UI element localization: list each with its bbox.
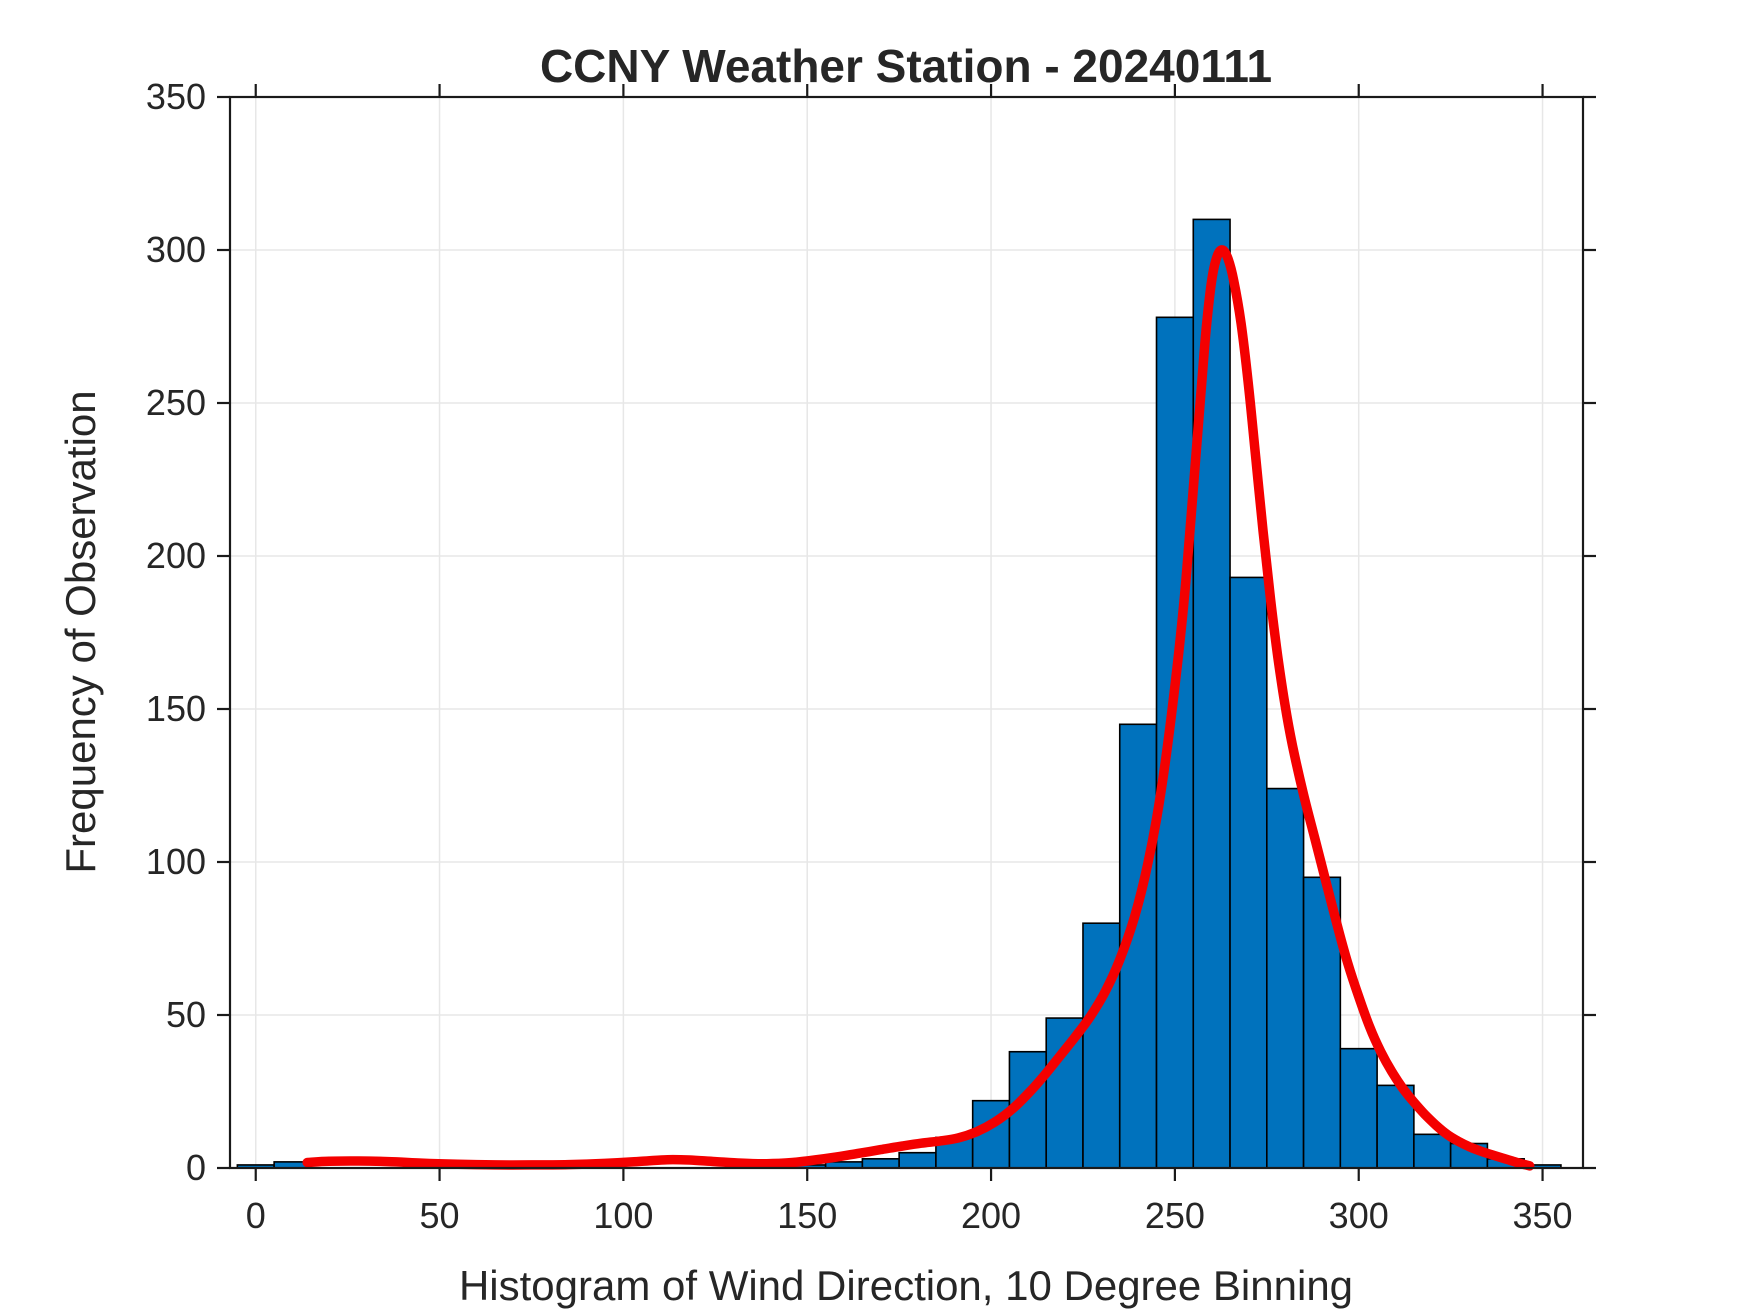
y-tick-label: 0 [186, 1147, 206, 1188]
axis-tick-marks [217, 84, 1596, 1181]
y-axis-label: Frequency of Observation [57, 390, 104, 873]
smoothed-fit-curve [302, 245, 1535, 1171]
histogram-bar [1155, 316, 1195, 1169]
gridlines [230, 96, 1583, 1168]
x-tick-label: 250 [1145, 1195, 1205, 1236]
x-tick-label: 350 [1513, 1195, 1573, 1236]
x-tick-label: 100 [593, 1195, 653, 1236]
axis-tick-labels: 0 50 100 150 200 250 300 350 0 50 100 150 200 250 300 3… [146, 76, 1573, 1236]
y-tick-label: 150 [146, 688, 206, 729]
histogram-bar [1229, 576, 1268, 1169]
x-tick-label: 200 [961, 1195, 1021, 1236]
histogram-bar [1082, 922, 1121, 1169]
x-tick-label: 50 [420, 1195, 460, 1236]
axes-frame [228, 95, 1585, 1170]
histogram-bar [1266, 787, 1305, 1169]
y-tick-label: 250 [146, 382, 206, 423]
histogram-bar [1339, 1047, 1378, 1169]
histogram-bar [861, 1158, 900, 1169]
chart-title: CCNY Weather Station - 20240111 [540, 40, 1272, 92]
histogram-bars [236, 218, 1562, 1169]
histogram-bar [898, 1151, 937, 1169]
y-tick-label: 300 [146, 229, 206, 270]
y-tick-label: 100 [146, 841, 206, 882]
fit-curve-path [302, 245, 1535, 1171]
plot-box [228, 95, 1585, 1170]
y-tick-label: 200 [146, 535, 206, 576]
x-tick-label: 0 [246, 1195, 266, 1236]
histogram-bar [1413, 1133, 1452, 1169]
y-tick-label: 50 [166, 994, 206, 1035]
x-axis-label: Histogram of Wind Direction, 10 Degree B… [459, 1262, 1353, 1309]
x-tick-label: 300 [1329, 1195, 1389, 1236]
y-tick-label: 350 [146, 76, 206, 117]
x-tick-label: 150 [777, 1195, 837, 1236]
